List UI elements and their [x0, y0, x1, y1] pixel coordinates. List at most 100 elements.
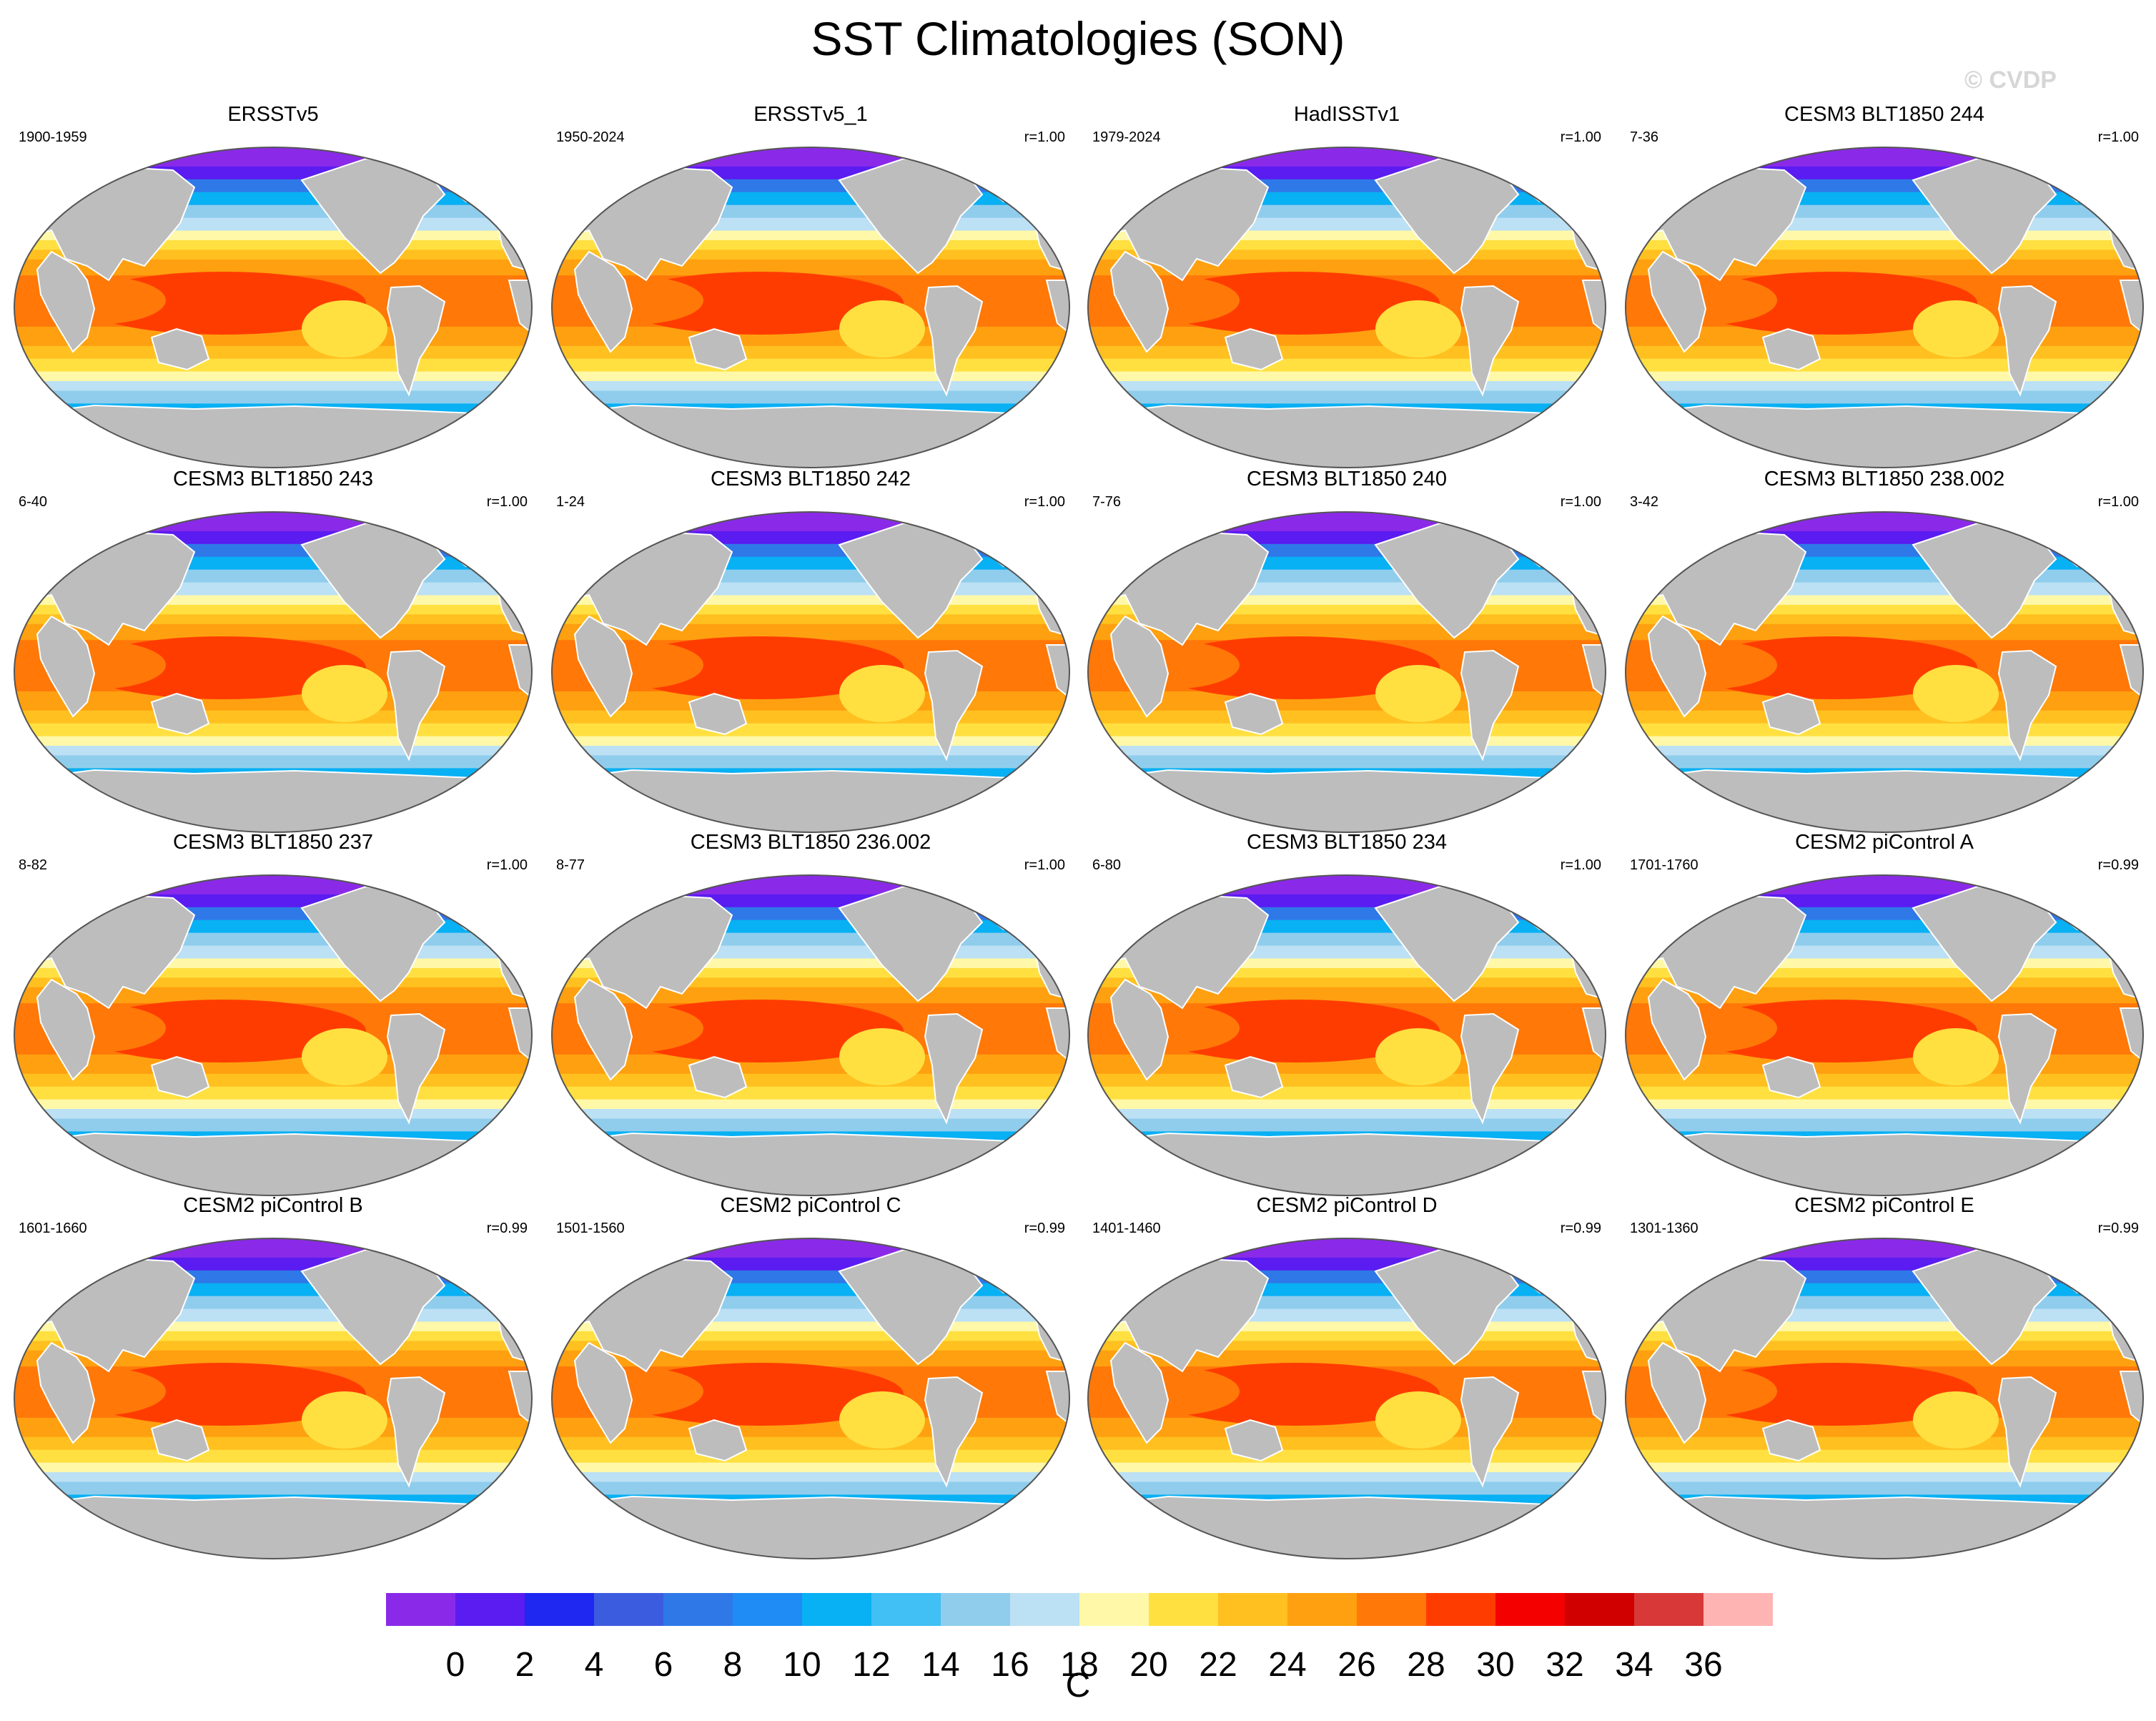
- colorbar-tick-label: 24: [1268, 1646, 1306, 1684]
- land-mass: [688, 692, 748, 736]
- panel-correlation: r=0.99: [1024, 1221, 1065, 1236]
- land-mass: [1626, 1495, 2143, 1559]
- map-panel: CESM2 piControl B 1601-1660 r=0.99: [9, 1193, 538, 1559]
- sst-band: [1626, 723, 2143, 737]
- sst-band: [1088, 531, 1606, 545]
- land-mass: [36, 250, 96, 353]
- colorbar-tick-label: 16: [991, 1646, 1029, 1684]
- sst-band: [552, 166, 1069, 180]
- colorbar-segment: [1287, 1593, 1357, 1626]
- sst-band: [14, 1109, 532, 1120]
- cold-tongue: [302, 300, 387, 357]
- sst-band: [14, 723, 532, 737]
- sst-map: [551, 874, 1070, 1196]
- map-outline: [14, 511, 533, 833]
- panel-title: CESM2 piControl C: [720, 1194, 901, 1217]
- colorbar-tick-label: 20: [1129, 1646, 1167, 1684]
- colorbar-tick-label: 36: [1684, 1646, 1722, 1684]
- colorbar-tick-label: 22: [1199, 1646, 1237, 1684]
- sst-map: [551, 1238, 1070, 1559]
- sst-band: [552, 1472, 1069, 1483]
- land-mass: [924, 1376, 984, 1488]
- sst-map: [551, 511, 1070, 833]
- colorbar-tick-label: 14: [921, 1646, 959, 1684]
- map-panel: CESM3 BLT1850 236.002 8-77 r=1.00: [546, 829, 1075, 1196]
- cold-tongue: [1375, 665, 1461, 722]
- sst-band: [14, 1462, 532, 1474]
- sst-band: [1626, 1449, 2143, 1464]
- panel-title: CESM3 BLT1850 244: [1784, 103, 1984, 126]
- sst-band: [1626, 1073, 2143, 1088]
- map-panel: CESM3 BLT1850 234 6-80 r=1.00: [1082, 829, 1611, 1196]
- colorbar-segment: [663, 1593, 733, 1626]
- sst-band: [1088, 907, 1606, 921]
- land-mass: [552, 1495, 1069, 1559]
- panel-title: CESM3 BLT1850 242: [711, 468, 911, 490]
- sst-band: [1088, 1086, 1606, 1100]
- sst-band: [1626, 907, 2143, 921]
- sst-map: [1087, 511, 1606, 833]
- panel-correlation: r=0.99: [2097, 857, 2139, 873]
- sst-band: [552, 1099, 1069, 1110]
- sst-band: [1626, 531, 2143, 545]
- sst-band: [1626, 345, 2143, 360]
- land-mass: [552, 404, 1069, 468]
- panel-correlation: r=1.00: [486, 857, 528, 873]
- land-mass: [573, 250, 633, 353]
- sst-band: [14, 907, 532, 921]
- sst-band: [552, 1257, 1069, 1271]
- map-outline: [1087, 511, 1606, 833]
- land-mass: [1626, 1132, 2143, 1195]
- panel-correlation: r=0.99: [2097, 1221, 2139, 1236]
- land-mass: [1088, 1132, 1606, 1195]
- sst-band: [14, 166, 532, 180]
- land-mass: [1460, 285, 1520, 397]
- sst-map: [14, 147, 533, 468]
- colorbar-segment: [1079, 1593, 1149, 1626]
- sst-band: [14, 746, 532, 756]
- land-mass: [36, 1341, 96, 1444]
- sst-band: [1088, 723, 1606, 737]
- colorbar-segment: [1495, 1593, 1565, 1626]
- land-mass: [1088, 1495, 1606, 1559]
- land-mass: [573, 615, 633, 718]
- map-panel: ERSSTv5 1900-1959: [9, 102, 538, 468]
- land-mass: [1088, 404, 1606, 468]
- sst-band: [1626, 1481, 2143, 1496]
- sst-band: [552, 755, 1069, 769]
- sst-band: [1626, 755, 2143, 769]
- sst-band: [14, 1436, 532, 1451]
- panel-period: 1900-1959: [19, 129, 87, 145]
- colorbar-segment: [1357, 1593, 1426, 1626]
- land-mass: [924, 285, 984, 397]
- watermark: © CVDP: [1964, 66, 2057, 94]
- land-mass: [1109, 978, 1170, 1081]
- sst-band: [1626, 736, 2143, 747]
- cold-tongue: [1375, 300, 1461, 357]
- panel-title: CESM3 BLT1850 238.002: [1764, 468, 2005, 490]
- map-panel: CESM3 BLT1850 242 1-24 r=1.00: [546, 466, 1075, 833]
- sst-band: [1626, 179, 2143, 193]
- land-mass: [1109, 615, 1170, 718]
- land-mass: [1997, 1376, 2057, 1488]
- sst-band: [1088, 1118, 1606, 1133]
- colorbar-tick-label: 12: [852, 1646, 890, 1684]
- colorbar-tick-label: 4: [585, 1646, 604, 1684]
- sst-band: [1626, 358, 2143, 373]
- sst-band: [1626, 390, 2143, 405]
- sst-band: [1088, 543, 1606, 558]
- panel-title: ERSSTv5: [227, 103, 319, 126]
- sst-band: [1626, 1118, 2143, 1133]
- panel-period: 1950-2024: [556, 129, 625, 145]
- sst-band: [1626, 381, 2143, 392]
- sst-band: [1088, 1109, 1606, 1120]
- sst-band: [14, 710, 532, 724]
- panel-correlation: r=1.00: [1560, 857, 1601, 873]
- sst-band: [552, 1109, 1069, 1120]
- sst-band: [1626, 371, 2143, 383]
- sst-map: [1087, 874, 1606, 1196]
- panel-correlation: r=1.00: [2097, 129, 2139, 145]
- sst-band: [14, 894, 532, 908]
- sst-band: [552, 345, 1069, 360]
- sst-band: [1626, 1099, 2143, 1110]
